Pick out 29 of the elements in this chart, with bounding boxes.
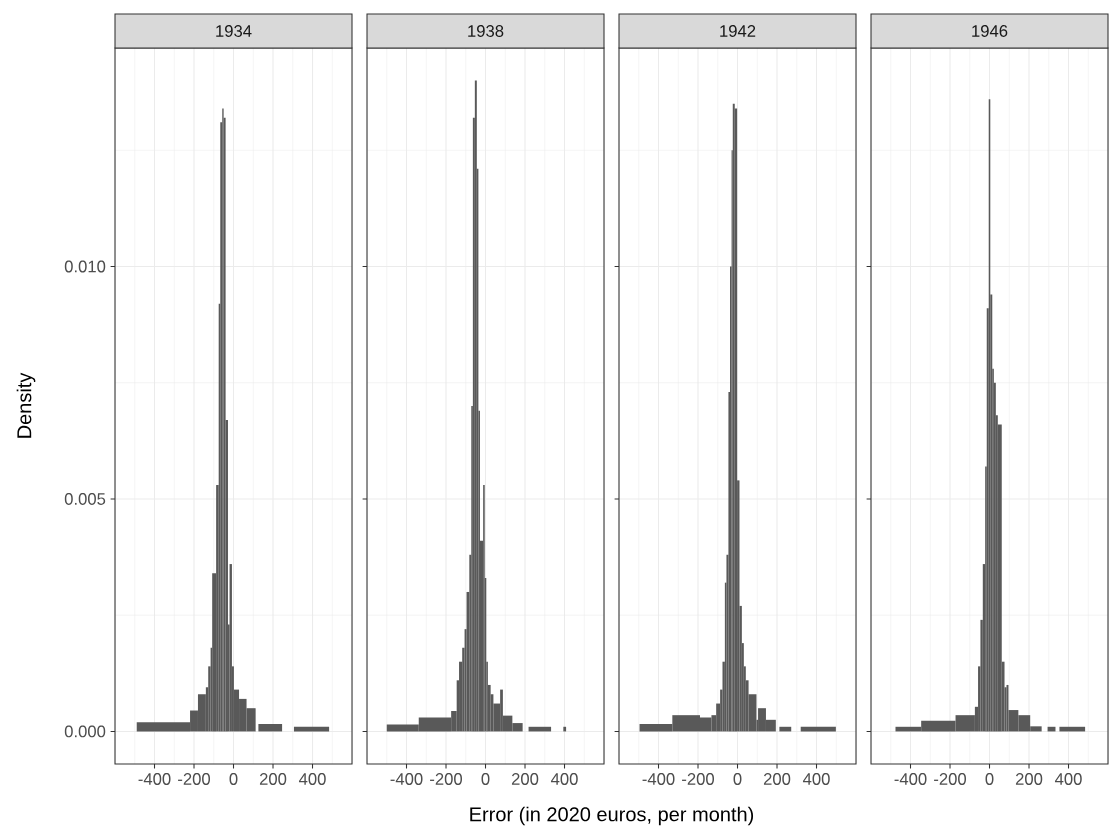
chart-title: 1946	[972, 25, 1008, 37]
x-tick-label: 400	[1054, 773, 1082, 785]
y-tick-label: 0.005	[64, 493, 106, 505]
y-tick-label: 0.010	[64, 260, 106, 273]
x-tick-label: 0	[985, 773, 994, 785]
x-tick-label: 200	[1015, 773, 1043, 785]
chart-title: 1942	[720, 25, 756, 37]
x-tick-label: -400	[894, 773, 927, 785]
x-tick-label: -200	[682, 773, 715, 785]
chart-title: 1938	[468, 25, 504, 37]
x-tick-label: 0	[481, 773, 490, 785]
x-tick-label: -400	[390, 773, 423, 785]
y-tick-label: 0.000	[64, 725, 106, 738]
x-tick-label: -200	[934, 773, 967, 785]
x-tick-label: 400	[298, 773, 326, 785]
x-tick-label: 0	[733, 773, 742, 785]
x-tick-label: -200	[430, 773, 463, 785]
x-tick-label: 0	[229, 773, 238, 785]
x-tick-label: -400	[138, 773, 171, 785]
y-axis-title: Density	[16, 372, 36, 438]
x-tick-label: 400	[550, 773, 578, 785]
x-tick-label: 200	[763, 773, 791, 785]
x-axis-title: Error (in 2020 euros, per month)	[470, 806, 754, 826]
chart-title: 1934	[216, 25, 252, 37]
x-tick-label: -200	[178, 773, 211, 785]
x-tick-label: 400	[802, 773, 830, 785]
x-tick-label: 200	[259, 773, 287, 785]
x-tick-label: 200	[511, 773, 539, 785]
x-tick-label: -400	[642, 773, 675, 785]
